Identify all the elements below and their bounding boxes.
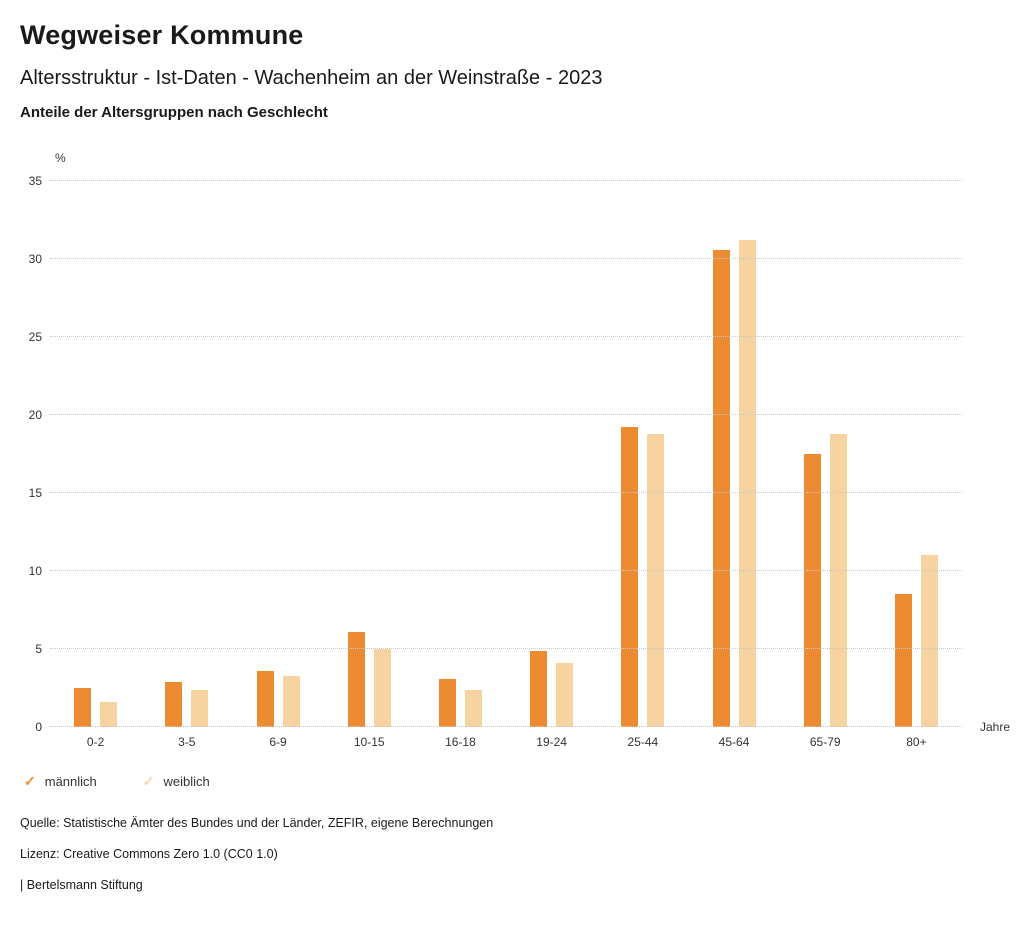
x-axis-category-label: 16-18: [445, 735, 476, 749]
x-axis-category-label: 6-9: [269, 735, 287, 749]
bar-weiblich[interactable]: [191, 689, 209, 727]
source-note: Quelle: Statistische Ämter des Bundes un…: [20, 816, 494, 830]
checkmark-icon: ✓: [142, 773, 155, 789]
plot-area: Jahre: [50, 180, 1010, 734]
bar-weiblich[interactable]: [920, 555, 938, 727]
gridline: [50, 180, 962, 181]
bar-weiblich[interactable]: [373, 649, 391, 727]
bar-weiblich[interactable]: [829, 433, 847, 727]
bar-group: [232, 181, 323, 727]
bar-group: [141, 181, 232, 727]
y-axis-tick-label: 0: [35, 720, 42, 734]
y-axis-unit-label: %: [55, 151, 66, 165]
license-note: Lizenz: Creative Commons Zero 1.0 (CC0 1…: [20, 847, 278, 861]
bar-group: [871, 181, 962, 727]
y-axis-tick-label: 5: [35, 642, 42, 656]
bar-maennlich[interactable]: [712, 249, 730, 727]
x-axis-category-label: 80+: [906, 735, 927, 749]
y-axis-tick-label: 15: [28, 486, 42, 500]
bar-group: [324, 181, 415, 727]
bar-weiblich[interactable]: [738, 240, 756, 727]
page: Wegweiser Kommune Altersstruktur - Ist-D…: [20, 20, 1010, 892]
bar-groups: [50, 181, 962, 727]
gridline: [50, 336, 962, 337]
y-axis: 0 5 10 15 20 25 30 35: [20, 174, 50, 734]
y-axis-tick-label: 10: [28, 564, 42, 578]
bar-maennlich[interactable]: [256, 670, 274, 727]
page-title: Wegweiser Kommune: [20, 20, 304, 50]
y-axis-tick-label: 35: [28, 174, 42, 188]
x-axis-category-label: 19-24: [536, 735, 567, 749]
x-axis-category-labels: 0-2 3-5 6-9 10-15 16-18 19-24 25-44 45-64 65-79 8…: [50, 735, 962, 749]
x-axis-category-label: 25-44: [627, 735, 659, 749]
bar-weiblich[interactable]: [464, 689, 482, 727]
y-axis-tick-label: 30: [28, 252, 42, 266]
bar-group: [415, 181, 506, 727]
bar-maennlich[interactable]: [530, 650, 548, 727]
x-axis-category-label: 10-15: [353, 735, 385, 749]
x-axis-category-label: 45-64: [718, 735, 750, 749]
footer: Quelle: Statistische Ämter des Bundes un…: [20, 816, 1004, 892]
gridline: [50, 726, 962, 727]
y-axis-tick-label: 20: [28, 408, 42, 422]
bar-weiblich[interactable]: [556, 663, 574, 727]
legend-item-weiblich[interactable]: ✓ weiblich: [143, 773, 210, 790]
bar-group: [780, 181, 871, 727]
bar-maennlich[interactable]: [438, 678, 456, 727]
brand-note: | Bertelsmann Stiftung: [20, 878, 143, 892]
gridline: [50, 414, 962, 415]
bar-group: [506, 181, 597, 727]
bar-weiblich[interactable]: [100, 702, 118, 727]
bar-maennlich[interactable]: [165, 681, 183, 727]
x-axis-category-label: 65-79: [809, 735, 841, 749]
legend-label: männlich: [44, 774, 97, 789]
bar-group: [597, 181, 688, 727]
x-axis-category-label: 3-5: [178, 735, 196, 749]
chart-subtitle: Altersstruktur - Ist-Daten - Wachenheim …: [20, 67, 603, 89]
bar-maennlich[interactable]: [803, 454, 821, 727]
bar-maennlich[interactable]: [347, 631, 365, 727]
bar-group: [688, 181, 779, 727]
bar-group: [50, 181, 141, 727]
gridline: [50, 258, 962, 259]
bar-weiblich[interactable]: [647, 433, 665, 727]
bar-maennlich[interactable]: [894, 594, 912, 727]
bar-maennlich[interactable]: [621, 427, 639, 727]
bar-weiblich[interactable]: [282, 675, 300, 727]
legend-item-maennlich[interactable]: ✓ männlich: [24, 773, 97, 790]
gridline: [50, 648, 962, 649]
legend: ✓ männlich ✓ weiblich: [24, 773, 1004, 790]
bar-maennlich[interactable]: [74, 688, 92, 727]
gridline: [50, 570, 962, 571]
chart-subheading: Anteile der Altersgruppen nach Geschlech…: [20, 104, 328, 121]
x-axis-unit-label: Jahre: [979, 720, 1010, 734]
bar-chart: % 0 5 10 15 20 25 30 35 Jahre 0-2 3-5 6-9 10-15 16-…: [20, 151, 1010, 790]
gridline: [50, 492, 962, 493]
legend-label: weiblich: [163, 774, 210, 789]
y-axis-tick-label: 25: [28, 330, 42, 344]
plot-wrap: 0 5 10 15 20 25 30 35 Jahre: [20, 174, 1010, 734]
checkmark-icon: ✓: [24, 773, 36, 789]
x-axis-category-label: 0-2: [86, 735, 105, 749]
